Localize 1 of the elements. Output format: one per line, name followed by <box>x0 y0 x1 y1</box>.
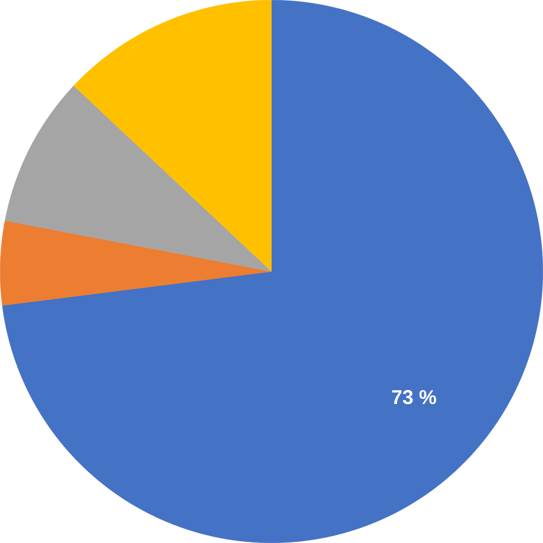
data-label: 73 % <box>392 390 436 404</box>
